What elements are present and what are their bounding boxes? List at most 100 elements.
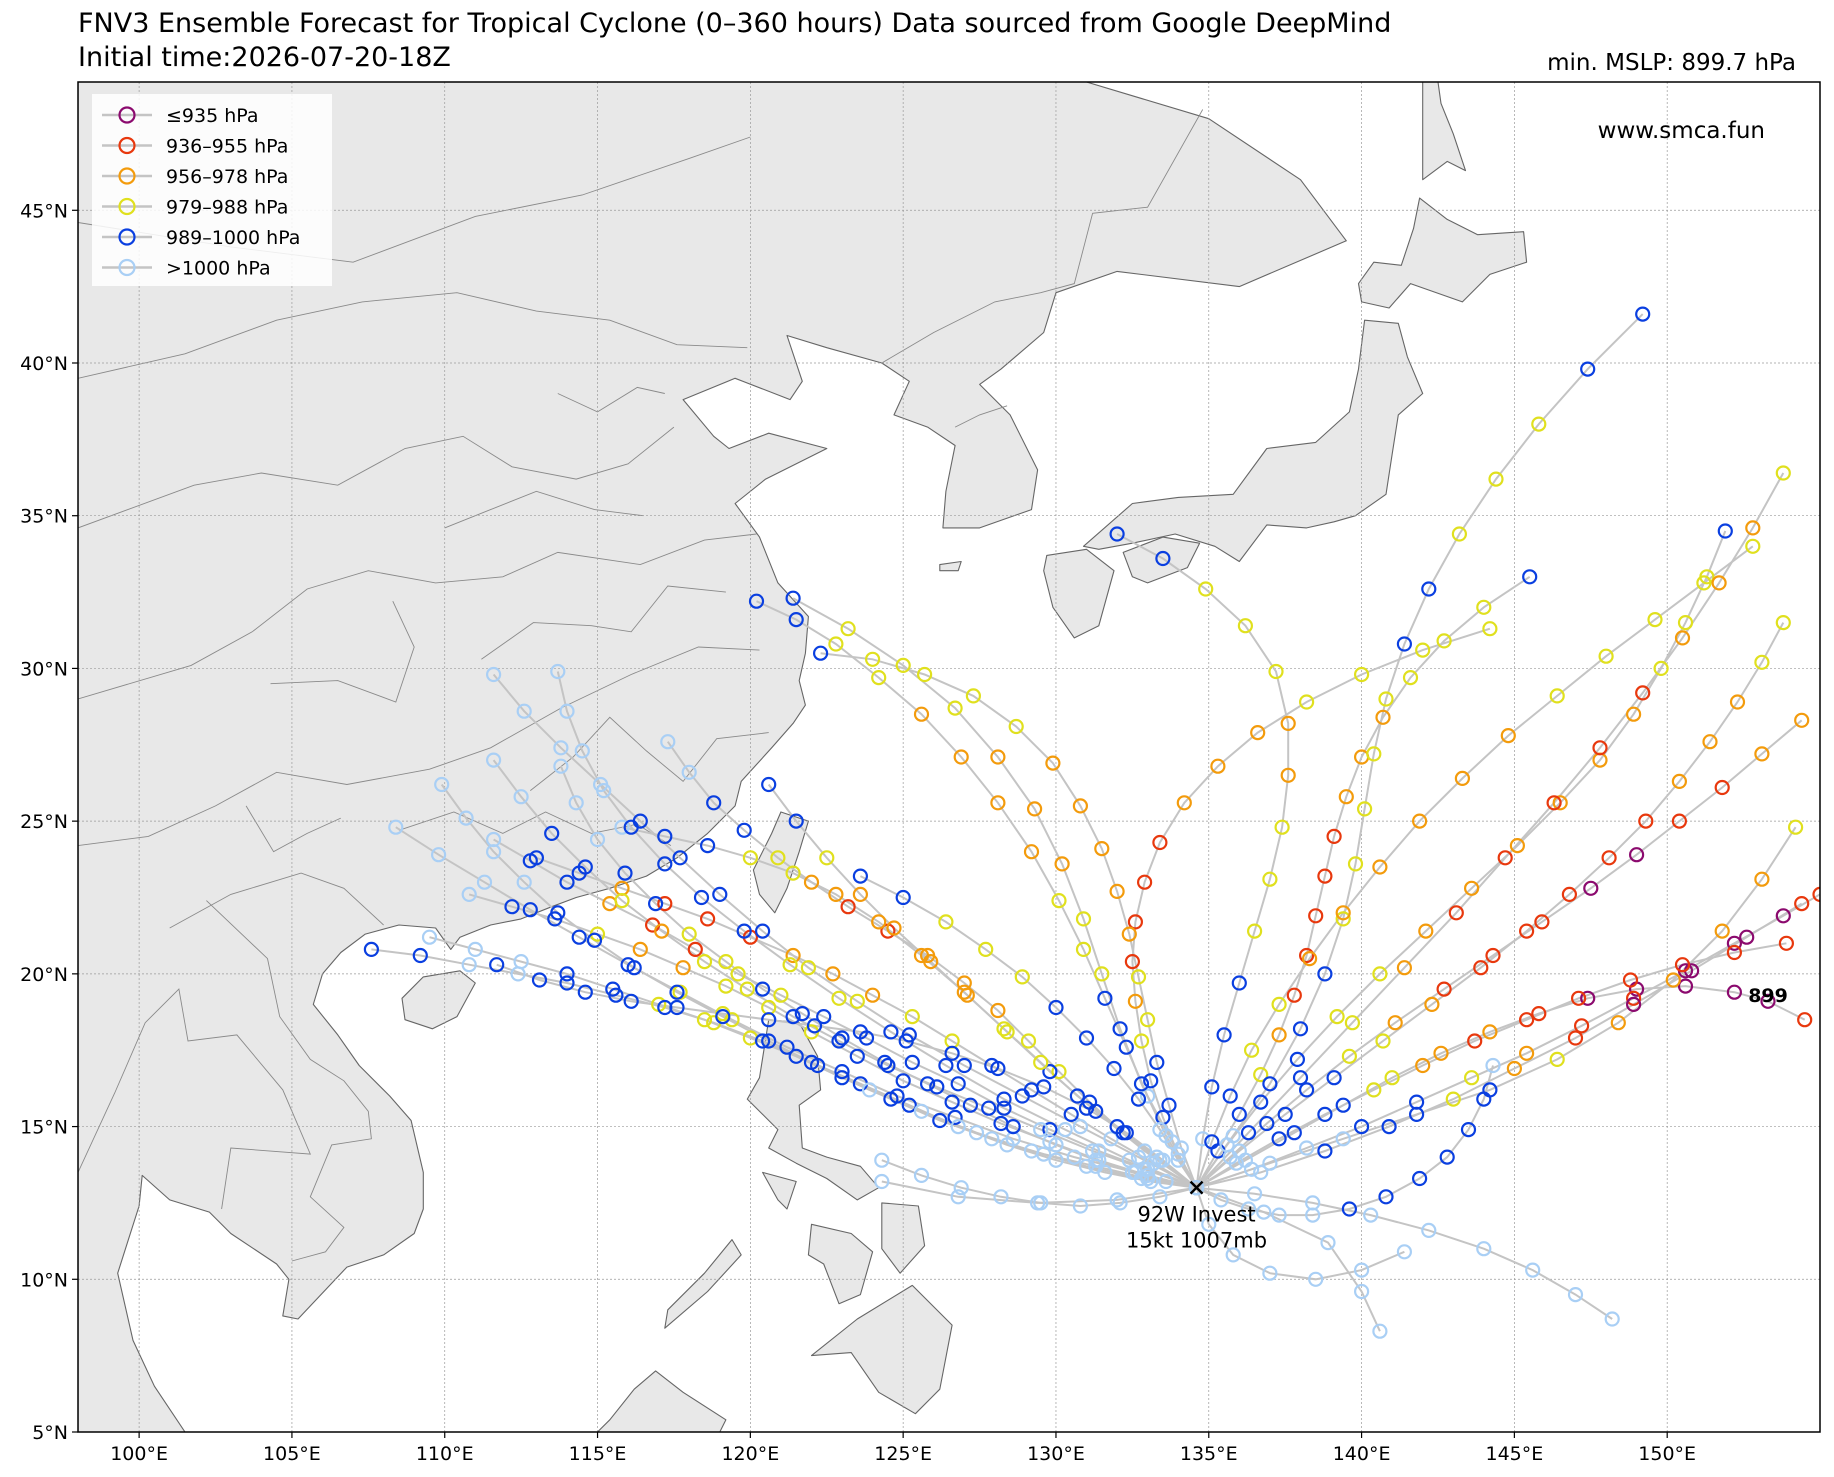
track-point	[1775, 465, 1791, 481]
track-point	[1048, 1137, 1064, 1153]
track-point	[929, 1079, 945, 1095]
track-point	[1317, 1106, 1333, 1123]
track-point	[516, 874, 532, 890]
track-line	[556, 671, 1197, 1189]
track-point	[1775, 908, 1791, 924]
boundary-line	[245, 805, 341, 853]
track-point	[574, 743, 590, 759]
track-point	[1347, 856, 1364, 872]
track-point	[412, 947, 428, 964]
track-point	[736, 822, 752, 838]
track-point	[431, 847, 447, 863]
track-point	[1075, 911, 1092, 927]
track-point	[874, 1173, 890, 1190]
track-point	[1476, 1091, 1492, 1107]
track-point	[913, 1103, 930, 1119]
track-point	[1638, 813, 1654, 829]
track-point	[864, 651, 881, 667]
track-point	[559, 874, 575, 890]
track-point	[1216, 1027, 1232, 1043]
track-point	[1210, 758, 1226, 774]
track-point	[1036, 1079, 1052, 1095]
track-point	[761, 1012, 777, 1028]
track-point	[962, 1097, 979, 1113]
track-point	[553, 758, 569, 774]
track-point	[950, 1076, 966, 1092]
track-point	[544, 825, 560, 842]
track-point	[861, 1082, 878, 1098]
track-point	[1274, 819, 1290, 835]
track-point	[531, 972, 548, 988]
track-point	[993, 1189, 1009, 1205]
lat-tick-label: 35°N	[20, 506, 68, 528]
track-point	[1256, 1204, 1272, 1220]
asia-mainland-land	[78, 82, 1347, 1432]
track-point	[788, 611, 804, 628]
track-point	[1451, 526, 1468, 542]
lon-tick-label: 150°E	[1638, 1443, 1696, 1465]
track-point	[834, 1070, 850, 1086]
track-point	[1054, 856, 1070, 872]
track-point	[1155, 1152, 1171, 1168]
track-point	[696, 1012, 713, 1028]
track-point	[1317, 1143, 1333, 1159]
track-point	[486, 752, 502, 768]
track-point	[953, 1180, 969, 1196]
track-point	[1356, 801, 1373, 817]
track-point	[834, 1063, 850, 1080]
track-point	[864, 987, 881, 1003]
track-point	[1188, 1180, 1205, 1196]
track-point	[852, 868, 869, 884]
track-line	[1196, 902, 1803, 1189]
track-point	[840, 899, 856, 915]
track-point	[996, 1100, 1012, 1116]
track-point	[687, 941, 703, 958]
track-point	[715, 1008, 731, 1025]
track-point	[803, 874, 820, 890]
track-point	[828, 886, 844, 903]
lon-tick-label: 145°E	[1485, 1443, 1543, 1465]
track-point	[880, 1057, 896, 1074]
lon-tick-label: 135°E	[1180, 1443, 1238, 1465]
track-point	[1170, 1152, 1186, 1168]
track-point	[1240, 1201, 1257, 1217]
track-point	[1378, 1189, 1394, 1205]
track-point	[1250, 724, 1266, 741]
track-point	[996, 1021, 1012, 1037]
track-point	[1014, 1088, 1030, 1104]
track-point	[1136, 874, 1153, 890]
track-point	[965, 688, 982, 704]
track-point	[669, 984, 685, 1000]
track-point	[669, 999, 685, 1016]
track-point	[1109, 526, 1125, 542]
track-point	[742, 850, 759, 866]
track-point	[696, 953, 713, 970]
track-point	[1531, 416, 1547, 432]
track-point	[819, 850, 835, 866]
track-point	[1436, 633, 1452, 649]
track-point	[1411, 813, 1428, 829]
track-point	[895, 657, 911, 674]
track-point	[773, 987, 789, 1003]
track-point	[779, 1039, 795, 1055]
track-line	[1196, 1186, 1613, 1320]
track-point	[712, 886, 728, 903]
boundary-line	[954, 405, 1008, 428]
track-point	[1292, 1021, 1309, 1037]
track-point	[1121, 926, 1137, 942]
track-point	[1378, 691, 1394, 707]
track-point	[559, 703, 575, 719]
track-point	[1500, 727, 1516, 744]
track-point	[1133, 1076, 1150, 1092]
track-point	[1106, 1060, 1122, 1077]
track-point	[1094, 966, 1110, 982]
track-point	[947, 1109, 963, 1126]
track-point	[577, 984, 593, 1000]
track-point	[614, 819, 630, 835]
track-point	[1262, 1155, 1278, 1171]
track-points	[363, 306, 1820, 1339]
lon-tick-label: 115°E	[569, 1443, 627, 1465]
track-point	[1161, 1097, 1177, 1113]
